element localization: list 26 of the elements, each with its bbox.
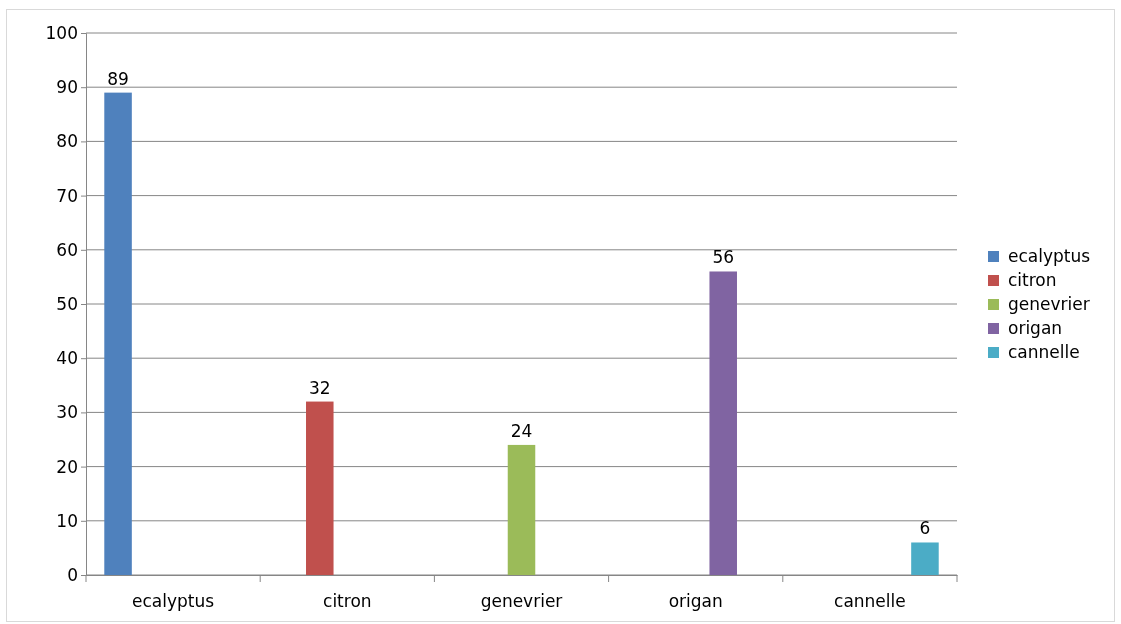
legend-label: citron: [1008, 270, 1057, 290]
x-tick-label: origan: [668, 591, 723, 612]
y-tick-label: 70: [56, 185, 78, 206]
y-tick-label: 30: [56, 402, 78, 423]
data-label: 6: [919, 518, 931, 539]
y-tick-label: 80: [56, 131, 78, 152]
y-tick-label: 90: [56, 77, 78, 98]
y-tick-label: 20: [56, 456, 78, 477]
x-tick-label: genevrier: [480, 591, 563, 612]
legend-label: cannelle: [1008, 342, 1080, 362]
data-label: 32: [308, 377, 331, 398]
x-tick-label: cannelle: [834, 591, 906, 612]
y-tick-label: 40: [56, 348, 78, 369]
y-tick-label: 0: [67, 564, 78, 585]
legend-label: ecalyptus: [1008, 246, 1091, 266]
x-tick-label: citron: [323, 591, 372, 612]
legend-label: genevrier: [1008, 294, 1090, 314]
x-tick-label: ecalyptus: [132, 591, 215, 612]
y-tick-label: 10: [56, 510, 78, 531]
legend-label: origan: [1008, 318, 1063, 338]
data-label: 24: [510, 420, 533, 441]
data-label: 56: [712, 247, 735, 268]
y-tick-label: 100: [45, 22, 78, 43]
y-tick-label: 50: [56, 293, 78, 314]
y-tick-label: 60: [56, 239, 78, 260]
data-label: 89: [107, 68, 129, 89]
